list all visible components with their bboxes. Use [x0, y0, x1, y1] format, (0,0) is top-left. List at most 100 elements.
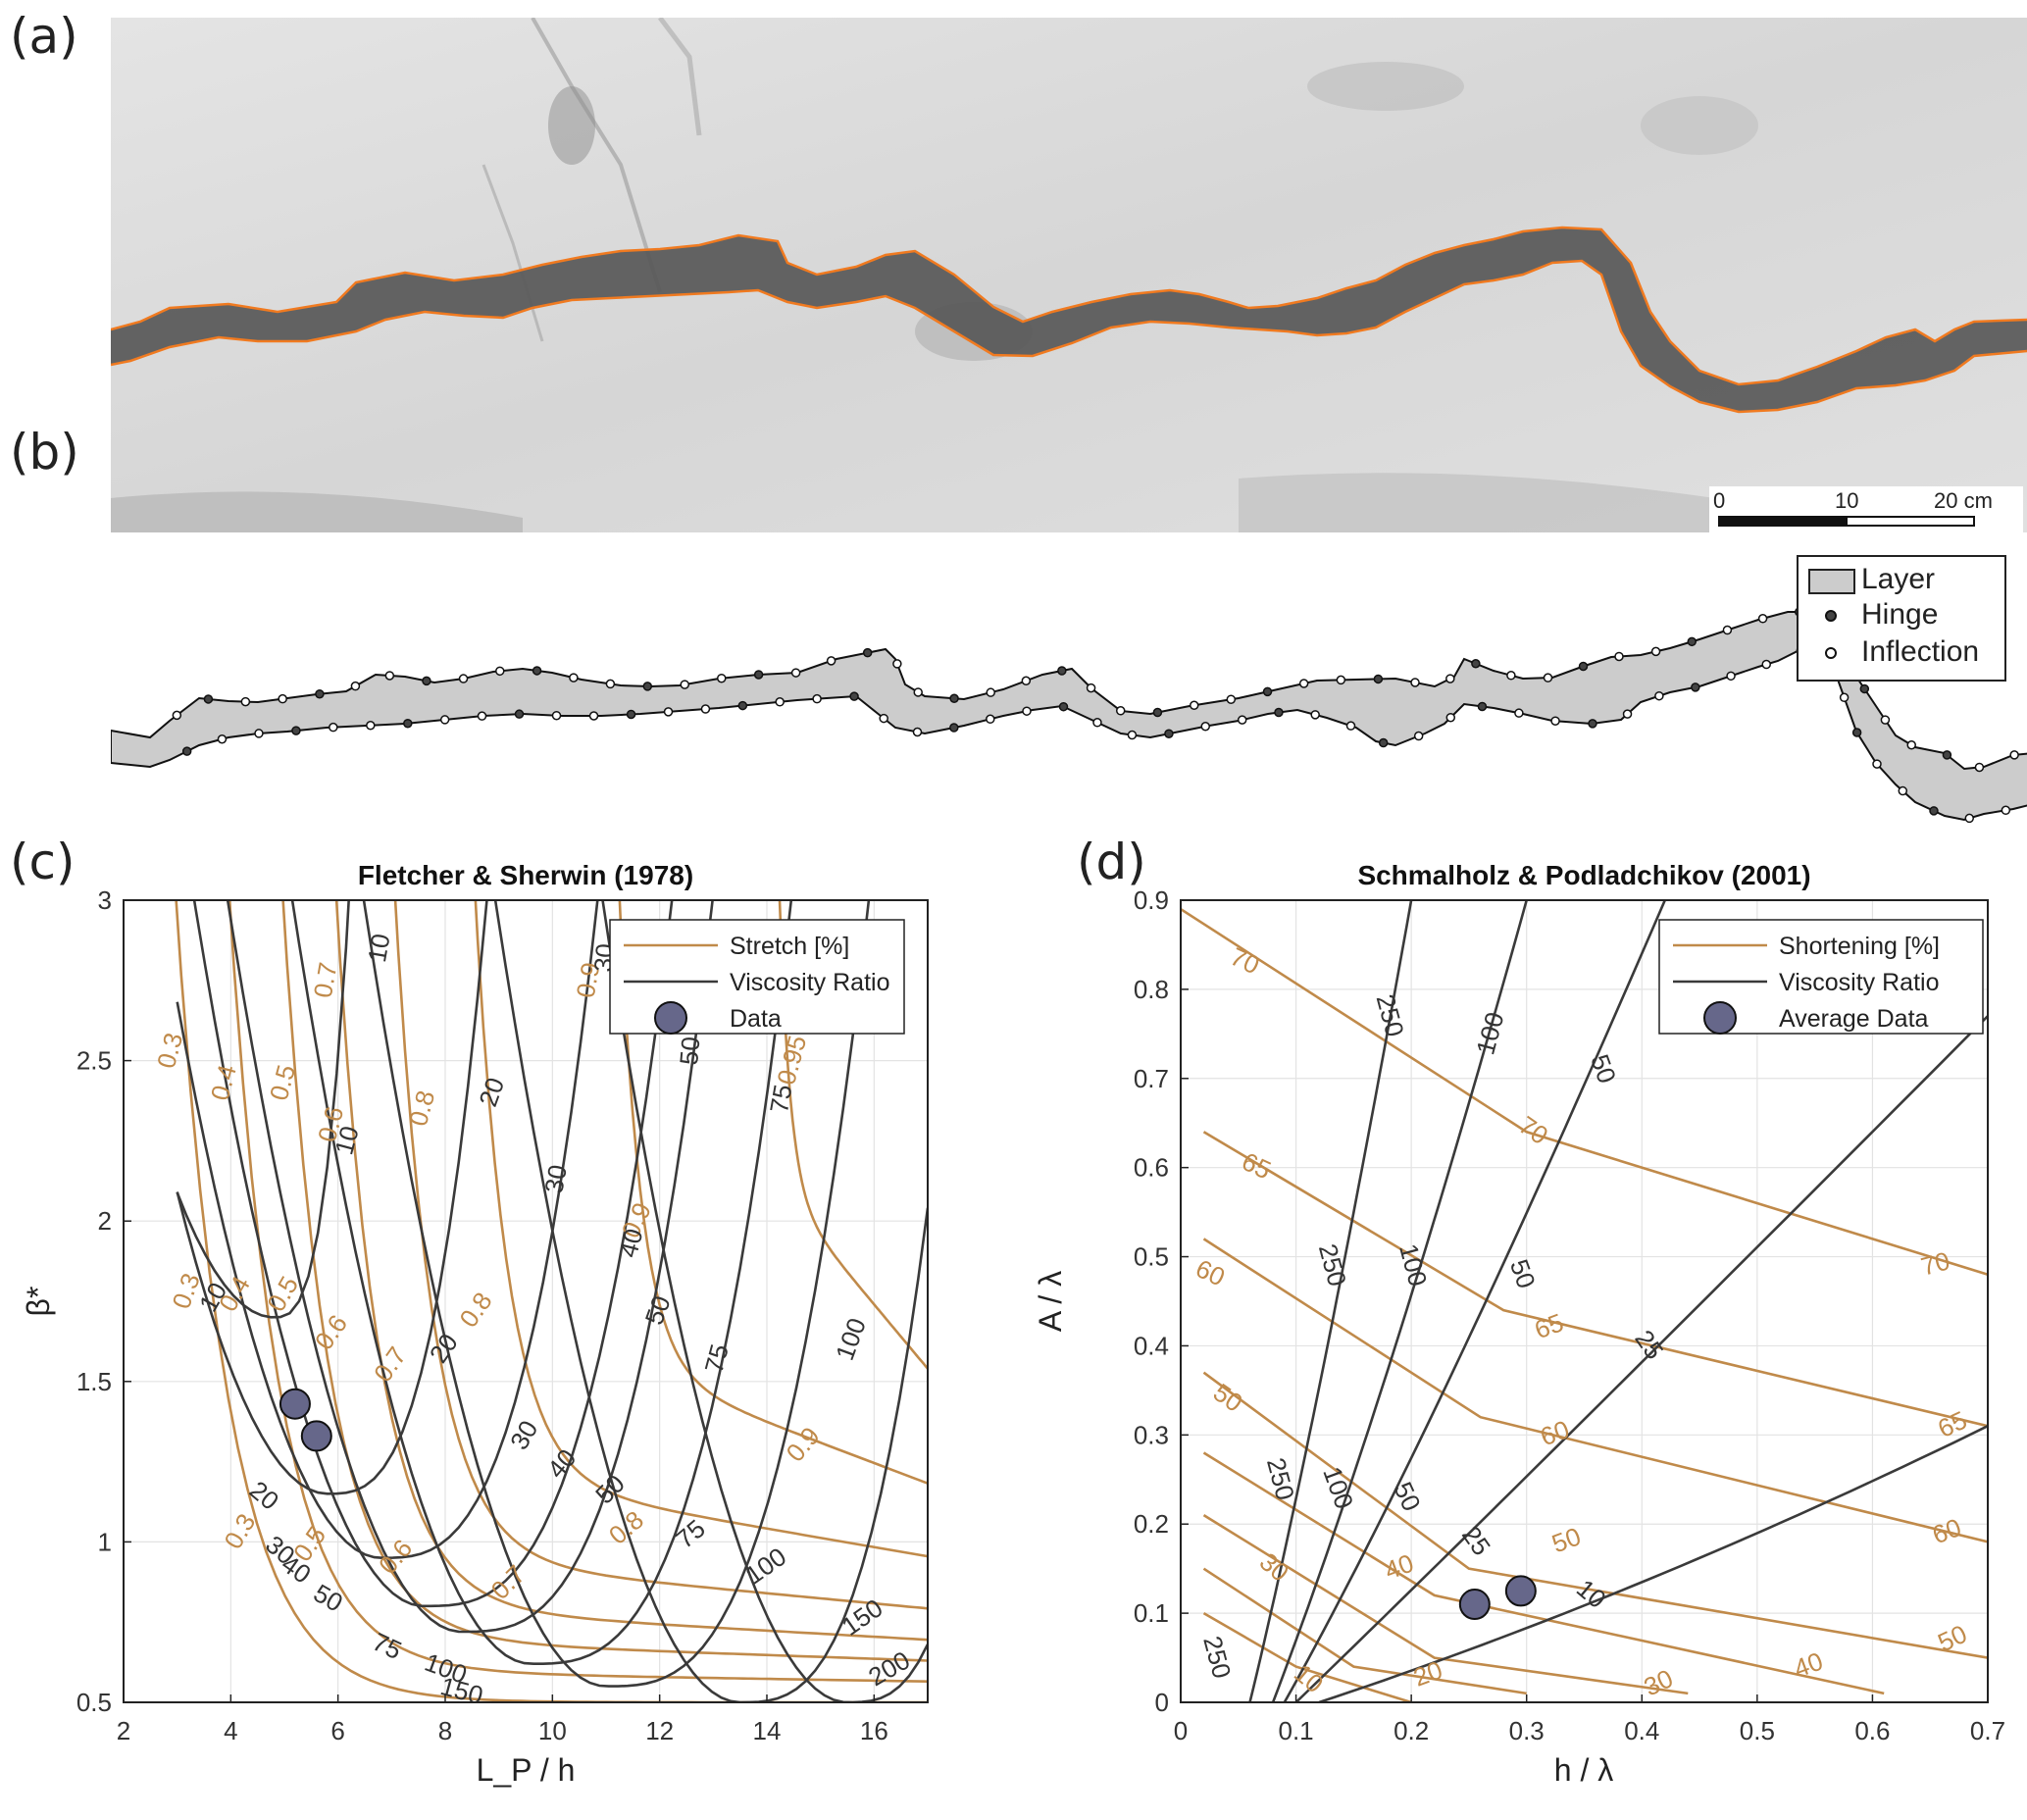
hinge-point [849, 691, 859, 701]
legend-entry-label: Viscosity Ratio [1779, 969, 1940, 996]
hinge-point [626, 709, 636, 720]
inflection-point [1880, 715, 1891, 725]
viscosity-contour [1283, 900, 1666, 1702]
panel-b-layer-diagram [111, 607, 2027, 824]
panel-a-photo [111, 18, 2027, 532]
x-tick-label: 6 [330, 1716, 344, 1745]
panel-c-chart: 0.30.4 0.50.60.70.80.90.950.3 0.4 0.50.60.7… [21, 860, 929, 1788]
contour-lines [175, 900, 928, 1702]
inflection-point [1086, 682, 1096, 693]
y-tick-label: 0.3 [1134, 1420, 1169, 1449]
inflection-point [1022, 706, 1032, 716]
inflection-point [680, 680, 690, 689]
panel-c-letter: (c) [10, 834, 76, 890]
hinge-point [1057, 666, 1067, 676]
inflection-point [1614, 651, 1624, 662]
inflection-point [790, 668, 801, 678]
inflection-point [329, 722, 338, 733]
inflection-point [912, 727, 923, 737]
hinge-point [1164, 729, 1174, 738]
inflection-point [1226, 694, 1237, 704]
panel-b-letter: (b) [10, 424, 79, 480]
inflection-point [1898, 785, 1908, 796]
stretch-contour [778, 900, 928, 1370]
y-tick-label: 2.5 [76, 1046, 112, 1076]
axes-frame [123, 899, 929, 1703]
viscosity-contour [1294, 1015, 1988, 1702]
scalebar-label-10: 10 [1835, 488, 1859, 513]
inflection-point [1298, 679, 1309, 688]
hinge-point [1373, 674, 1384, 684]
inflection-point [1964, 813, 1975, 824]
inflection-point [569, 673, 579, 682]
x-tick-label: 0 [1174, 1716, 1188, 1745]
inflection-point [1757, 614, 1768, 624]
inflection-point [1906, 739, 1916, 750]
inflection-point [826, 656, 836, 666]
inflection-point [1310, 710, 1320, 720]
stretch-contour [618, 900, 928, 1485]
contour-label: 30 [538, 1162, 573, 1195]
legend-layer-swatch [1808, 569, 1855, 594]
inflection-point [458, 674, 469, 683]
x-tick-label: 0.5 [1740, 1716, 1775, 1745]
x-tick-label: 0.3 [1509, 1716, 1545, 1745]
inflection-point [1445, 674, 1455, 683]
x-tick-label: 8 [438, 1716, 452, 1745]
axes-frame [1180, 899, 1989, 1703]
y-tick-label: 1.5 [76, 1367, 112, 1396]
x-axis-label: L_P / h [477, 1752, 576, 1788]
inflection-point [551, 710, 562, 721]
inflection-point [1115, 706, 1126, 716]
x-tick-label: 0.6 [1854, 1716, 1890, 1745]
legend-hinge-marker [1825, 610, 1837, 622]
inflection-point [1622, 709, 1633, 719]
legend-entry-label: Stretch [%] [730, 933, 849, 960]
x-tick-label: 0.1 [1278, 1716, 1313, 1745]
stretch-contour [474, 900, 928, 1558]
legend-entry-label: Data [730, 1005, 782, 1033]
hinge-point [181, 746, 192, 756]
hinge-point [949, 693, 959, 704]
inflection-point [1410, 678, 1420, 687]
hinge-point [1859, 683, 1870, 694]
contour-label: 10 [362, 932, 396, 965]
chart-title: Fletcher & Sherwin (1978) [358, 860, 693, 890]
inflection-point [775, 697, 785, 707]
y-tick-label: 0.5 [76, 1688, 112, 1717]
x-tick-label: 2 [117, 1716, 130, 1745]
inflection-point [384, 671, 395, 681]
inflection-point [278, 693, 287, 704]
inflection-point [1654, 690, 1664, 701]
inflection-point [2009, 750, 2019, 760]
inflection-point [240, 696, 251, 707]
hinge-point [1588, 719, 1597, 729]
inflection-point [439, 715, 450, 725]
inflection-point [1726, 671, 1736, 682]
stretch-contour [1202, 1371, 1988, 1659]
x-axis-label: h / λ [1554, 1752, 1613, 1788]
hinge-point [1274, 707, 1284, 718]
hinge-point [642, 682, 653, 691]
inflection-point [1237, 715, 1247, 725]
x-tick-label: 4 [224, 1716, 237, 1745]
inflection-point [663, 707, 674, 717]
data-point [279, 1388, 311, 1420]
hinge-point [1942, 750, 1952, 760]
data-point [300, 1420, 332, 1452]
hinge-point [862, 647, 873, 658]
stretch-contour [393, 900, 928, 1610]
hinge-point [203, 694, 214, 704]
inflection-point [812, 693, 822, 704]
hinge-point [753, 670, 764, 680]
inflection-point [172, 710, 182, 721]
inflection-point [366, 721, 376, 731]
y-tick-label: 2 [98, 1206, 112, 1236]
x-tick-label: 0.4 [1624, 1716, 1659, 1745]
hinge-point [1471, 658, 1481, 669]
viscosity-contour [1318, 1425, 1988, 1702]
inflection-point [1506, 671, 1516, 681]
legend-entry-label: Shortening [%] [1779, 933, 1940, 960]
viscosity-contour [601, 900, 928, 1702]
